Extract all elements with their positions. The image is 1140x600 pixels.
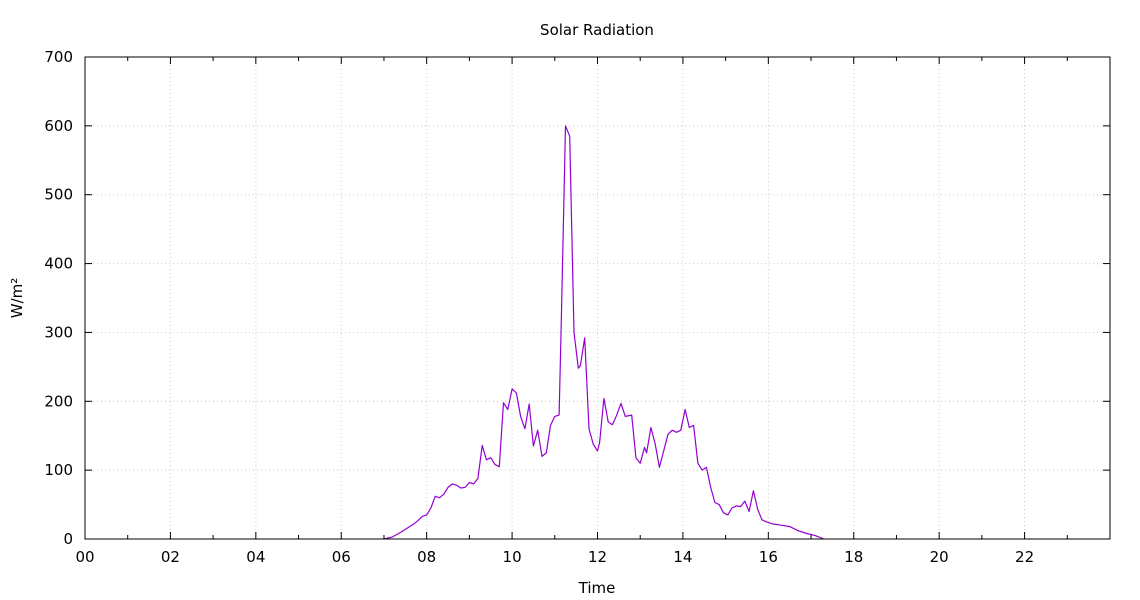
x-tick-label: 06 [332,548,351,566]
x-tick-label: 12 [588,548,607,566]
y-tick-label: 700 [44,48,73,66]
x-axis-label: Time [578,579,616,597]
plot-frame [84,56,1111,540]
x-tick-label: 04 [246,548,265,566]
y-tick-label: 100 [44,461,73,479]
x-tick-label: 02 [161,548,180,566]
y-tick-label: 600 [44,117,73,135]
x-tick-label: 08 [417,548,436,566]
x-tick-label: 10 [503,548,522,566]
x-tick-label: 18 [844,548,863,566]
series-line [383,125,825,540]
x-tick-label: 20 [930,548,949,566]
y-tick-label: 0 [63,530,73,548]
series-layer [383,125,825,540]
grid [85,57,1110,539]
y-tick-label: 500 [44,186,73,204]
y-tick-label: 200 [44,392,73,410]
y-tick-label: 400 [44,255,73,273]
x-tick-label: 14 [673,548,692,566]
x-tick-label: 22 [1015,548,1034,566]
x-tick-label: 00 [75,548,94,566]
tick-labels: 00 02 04 06 08 10 12 14 16 18 20 22 0 100 200 300 400 500… [44,48,1034,566]
y-tick-label: 300 [44,323,73,341]
chart-title: Solar Radiation [540,21,654,39]
y-axis-label: W/m² [8,278,26,319]
x-tick-label: 16 [759,548,778,566]
